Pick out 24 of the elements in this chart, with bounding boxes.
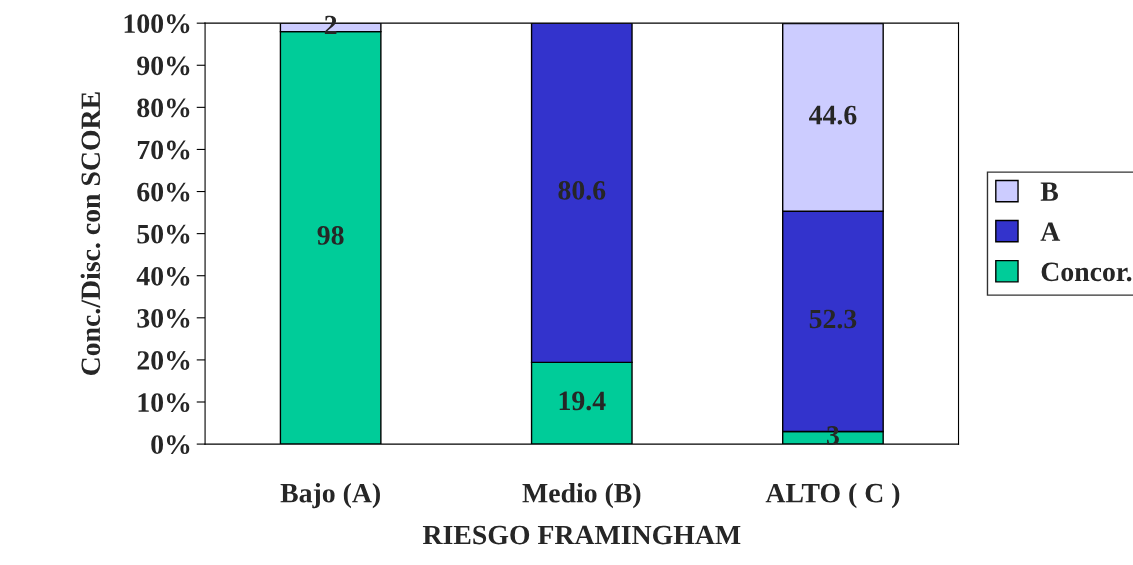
y-tick-label: 100% <box>124 14 190 34</box>
x-tick-label: Bajo (A) <box>280 482 380 509</box>
legend-label: A <box>1040 222 1061 241</box>
y-tick-label: 40% <box>136 266 190 286</box>
x-axis-title: RIESGO FRAMINGHAM <box>422 525 741 545</box>
y-tick-label: 50% <box>137 224 190 244</box>
data-label: 19.4 <box>559 391 606 411</box>
x-tick-label: Medio (B) <box>522 482 641 509</box>
y-tick-label: 60% <box>137 182 190 202</box>
data-label: 98 <box>317 226 344 245</box>
y-tick-label: 90% <box>137 56 190 76</box>
data-label: 52.3 <box>809 309 857 329</box>
y-axis-title: Conc./Disc. con SCORE <box>80 92 101 376</box>
x-tick-label: ALTO ( C ) <box>765 482 900 509</box>
y-tick-label: 80% <box>137 98 190 118</box>
data-label: 80.6 <box>558 181 606 200</box>
legend-label: Concor. <box>1041 262 1132 282</box>
y-tick-label: 70% <box>137 140 190 160</box>
y-tick-label: 20% <box>137 351 190 370</box>
legend-label: B <box>1040 182 1059 201</box>
y-tick-label: 10% <box>138 393 190 412</box>
y-tick-label: 30% <box>137 308 190 328</box>
data-label: 44.6 <box>809 105 857 125</box>
y-tick-label: 0% <box>151 435 190 455</box>
